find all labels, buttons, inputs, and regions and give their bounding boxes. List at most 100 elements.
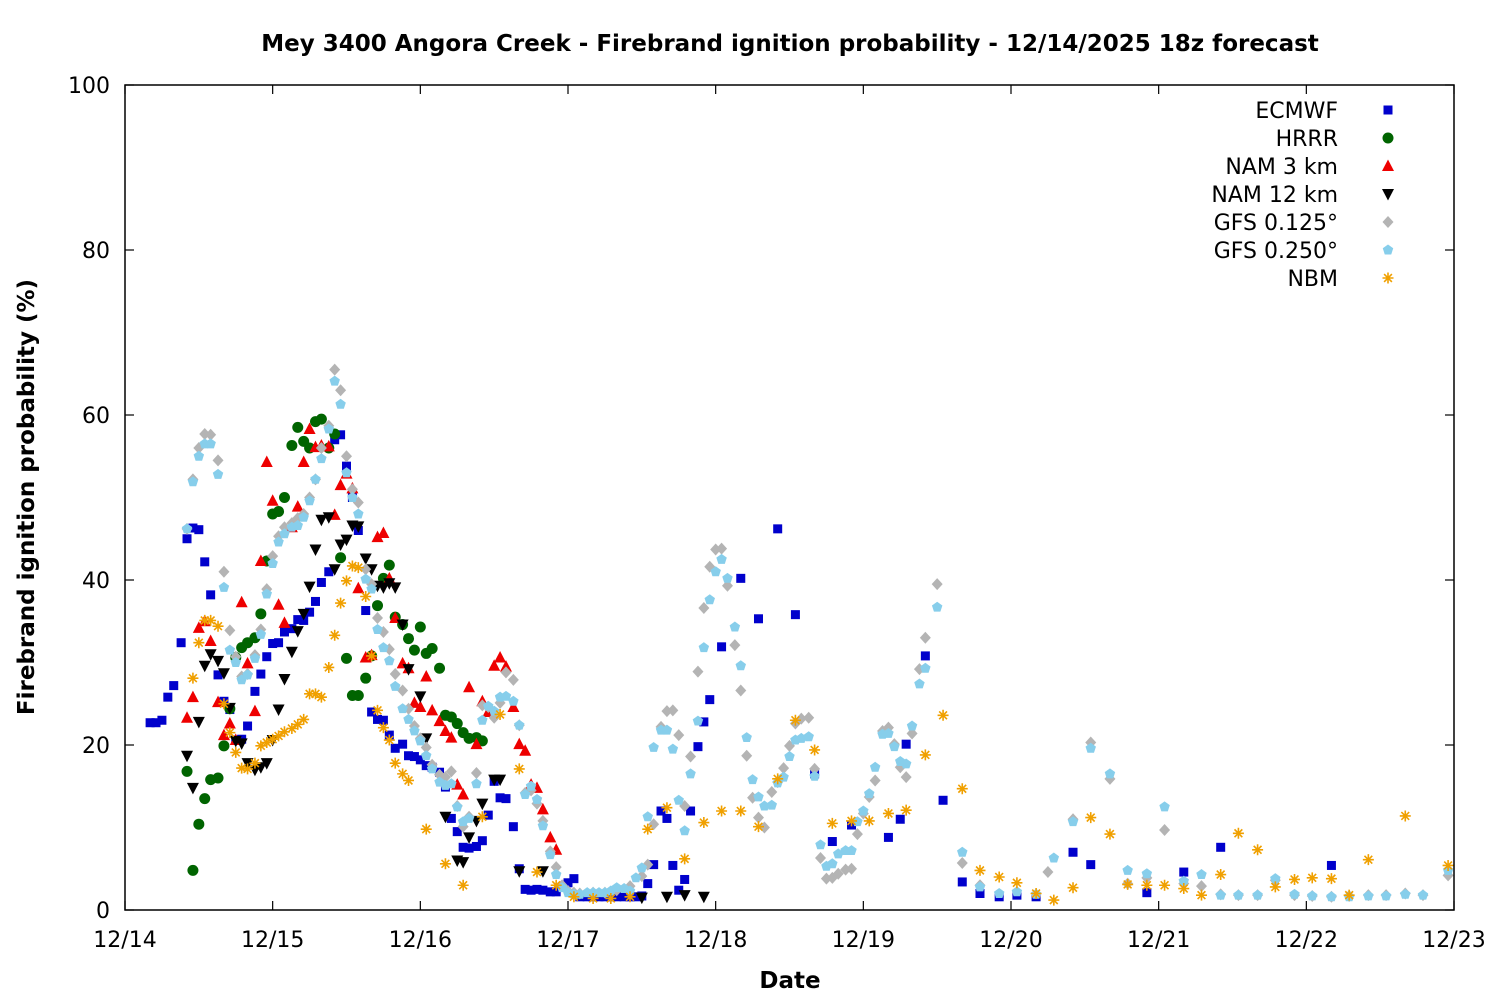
data-point: [151, 718, 161, 728]
legend-marker: [1383, 105, 1393, 115]
data-point: [550, 861, 562, 874]
data-point: [901, 739, 911, 749]
data-point: [612, 892, 622, 902]
data-point: [446, 778, 457, 789]
data-point: [752, 821, 764, 833]
data-point: [470, 767, 482, 780]
legend-label: GFS 0.250°: [1214, 239, 1338, 264]
data-point: [1122, 878, 1134, 890]
data-point: [931, 601, 943, 612]
data-point: [278, 674, 291, 686]
data-point: [409, 725, 420, 736]
data-point: [439, 724, 452, 736]
data-point: [869, 774, 881, 787]
data-point: [519, 789, 531, 799]
data-point: [360, 573, 371, 584]
series-nbm: [187, 560, 1454, 906]
x-tick-label: 12/23: [1422, 928, 1485, 953]
data-point: [372, 611, 384, 624]
legend: ECMWF HRRR NAM 3 km NAM 12 km GFS 0.125° GFS …: [1211, 99, 1394, 292]
data-point: [858, 805, 869, 816]
data-point: [278, 726, 290, 738]
data-point: [341, 575, 352, 587]
data-point: [218, 698, 230, 710]
data-point: [846, 845, 857, 856]
data-point: [285, 646, 298, 659]
data-point: [204, 634, 217, 647]
data-point: [421, 761, 431, 771]
data-point: [1326, 891, 1337, 902]
data-point: [667, 743, 679, 754]
data-point: [1362, 854, 1374, 866]
data-point: [741, 749, 753, 762]
data-point: [402, 664, 415, 676]
data-point: [464, 843, 474, 853]
data-point: [508, 695, 519, 706]
data-point: [705, 695, 715, 705]
data-point: [420, 670, 433, 682]
data-point: [408, 644, 420, 656]
data-point: [869, 761, 881, 772]
data-point: [716, 553, 727, 564]
data-point: [198, 660, 211, 673]
data-point: [397, 768, 409, 780]
data-point: [697, 891, 710, 904]
data-point: [415, 735, 426, 746]
data-point: [340, 534, 353, 547]
data-point: [445, 765, 457, 778]
data-point: [316, 453, 327, 464]
data-point: [1085, 742, 1096, 753]
data-point: [1442, 859, 1454, 871]
data-point: [993, 888, 1005, 898]
data-point: [500, 690, 512, 701]
data-point: [1011, 886, 1023, 897]
data-point: [292, 520, 303, 530]
data-point: [293, 615, 303, 625]
data-point: [346, 560, 358, 572]
legend-label: HRRR: [1276, 127, 1338, 152]
data-point: [359, 553, 372, 566]
data-point: [662, 813, 672, 823]
data-point: [193, 450, 205, 461]
data-point: [377, 526, 390, 538]
data-point: [826, 817, 838, 829]
data-point: [494, 651, 507, 663]
data-point: [863, 815, 875, 827]
data-point: [883, 832, 893, 842]
data-point: [919, 631, 931, 644]
data-point: [716, 805, 728, 817]
data-point: [261, 588, 272, 599]
data-point: [366, 650, 378, 662]
data-point: [230, 657, 241, 667]
series-hrrr: [181, 413, 488, 876]
data-point: [310, 596, 320, 606]
data-point: [279, 528, 290, 539]
data-point: [883, 727, 894, 738]
data-point: [975, 889, 985, 898]
data-point: [476, 811, 488, 823]
data-point: [605, 892, 617, 904]
y-axis-label: Firebrand ignition probability (%): [14, 279, 40, 715]
data-point: [525, 780, 537, 791]
data-point: [236, 762, 248, 774]
data-point: [439, 858, 451, 870]
data-point: [446, 813, 456, 823]
data-point: [1030, 888, 1042, 899]
data-point: [956, 783, 968, 795]
data-point: [372, 624, 383, 634]
data-point: [1048, 894, 1060, 906]
data-point: [426, 703, 439, 716]
data-point: [206, 590, 216, 600]
data-point: [1011, 877, 1023, 889]
data-point: [673, 729, 685, 742]
data-point: [352, 562, 364, 574]
data-point: [329, 629, 341, 641]
data-point: [192, 716, 205, 729]
data-point: [692, 715, 704, 726]
data-point: [470, 737, 483, 750]
data-point: [1196, 869, 1207, 879]
data-point: [390, 680, 401, 691]
data-point: [1104, 828, 1116, 840]
data-point: [261, 737, 273, 749]
